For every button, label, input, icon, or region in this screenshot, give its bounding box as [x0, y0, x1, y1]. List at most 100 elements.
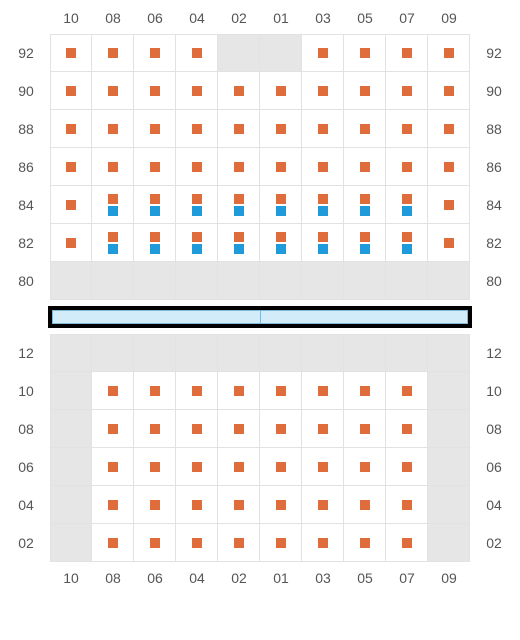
seat[interactable] — [260, 486, 302, 524]
seat[interactable] — [386, 34, 428, 72]
seat[interactable] — [218, 372, 260, 410]
seat[interactable] — [428, 224, 470, 262]
seat[interactable] — [344, 186, 386, 224]
seat[interactable] — [344, 372, 386, 410]
seat[interactable] — [302, 524, 344, 562]
seat[interactable] — [176, 224, 218, 262]
seat[interactable] — [302, 148, 344, 186]
seat[interactable] — [134, 224, 176, 262]
seat[interactable] — [176, 486, 218, 524]
seat[interactable] — [344, 110, 386, 148]
seat[interactable] — [260, 410, 302, 448]
seat[interactable] — [302, 372, 344, 410]
seat[interactable] — [218, 148, 260, 186]
seat[interactable] — [344, 34, 386, 72]
seat[interactable] — [386, 110, 428, 148]
seat[interactable] — [260, 110, 302, 148]
seat[interactable] — [134, 372, 176, 410]
seat[interactable] — [386, 372, 428, 410]
seat[interactable] — [302, 34, 344, 72]
seat[interactable] — [50, 186, 92, 224]
seat[interactable] — [50, 72, 92, 110]
seat[interactable] — [218, 186, 260, 224]
seat[interactable] — [344, 524, 386, 562]
seat[interactable] — [176, 524, 218, 562]
seat[interactable] — [92, 110, 134, 148]
seat[interactable] — [344, 410, 386, 448]
seat[interactable] — [50, 110, 92, 148]
seat[interactable] — [302, 186, 344, 224]
seat[interactable] — [218, 486, 260, 524]
seat[interactable] — [302, 224, 344, 262]
seat[interactable] — [218, 524, 260, 562]
seat[interactable] — [176, 148, 218, 186]
seat[interactable] — [218, 448, 260, 486]
seat[interactable] — [134, 34, 176, 72]
seat[interactable] — [344, 72, 386, 110]
seat[interactable] — [50, 224, 92, 262]
seat[interactable] — [218, 224, 260, 262]
seat[interactable] — [428, 110, 470, 148]
seat[interactable] — [134, 186, 176, 224]
seat[interactable] — [386, 448, 428, 486]
marker-orange-icon — [402, 124, 412, 134]
seat[interactable] — [134, 524, 176, 562]
seat[interactable] — [302, 410, 344, 448]
seat[interactable] — [386, 524, 428, 562]
seat[interactable] — [176, 34, 218, 72]
seat[interactable] — [134, 72, 176, 110]
seat[interactable] — [386, 72, 428, 110]
seat[interactable] — [134, 410, 176, 448]
seat[interactable] — [302, 486, 344, 524]
seat[interactable] — [176, 410, 218, 448]
seat[interactable] — [176, 186, 218, 224]
seat[interactable] — [428, 72, 470, 110]
seat[interactable] — [134, 110, 176, 148]
seat[interactable] — [302, 448, 344, 486]
seat[interactable] — [92, 372, 134, 410]
seat[interactable] — [176, 448, 218, 486]
seat[interactable] — [218, 72, 260, 110]
seat[interactable] — [428, 34, 470, 72]
seat[interactable] — [386, 410, 428, 448]
seat[interactable] — [428, 186, 470, 224]
marker-blue-icon — [108, 244, 118, 254]
seat[interactable] — [344, 224, 386, 262]
seat[interactable] — [386, 224, 428, 262]
seat[interactable] — [428, 148, 470, 186]
seat[interactable] — [260, 148, 302, 186]
seat[interactable] — [260, 524, 302, 562]
seat[interactable] — [176, 110, 218, 148]
seat[interactable] — [92, 524, 134, 562]
seat[interactable] — [50, 148, 92, 186]
seat[interactable] — [260, 224, 302, 262]
seat[interactable] — [218, 410, 260, 448]
seat[interactable] — [134, 148, 176, 186]
seat[interactable] — [176, 72, 218, 110]
seat[interactable] — [302, 110, 344, 148]
seat[interactable] — [218, 110, 260, 148]
seat[interactable] — [92, 410, 134, 448]
seat[interactable] — [260, 372, 302, 410]
seat[interactable] — [92, 448, 134, 486]
seat[interactable] — [344, 448, 386, 486]
seat[interactable] — [92, 72, 134, 110]
seat[interactable] — [386, 186, 428, 224]
seat[interactable] — [260, 448, 302, 486]
seat[interactable] — [134, 486, 176, 524]
seat[interactable] — [344, 486, 386, 524]
seat[interactable] — [92, 34, 134, 72]
seat[interactable] — [386, 486, 428, 524]
seat[interactable] — [176, 372, 218, 410]
seat[interactable] — [92, 148, 134, 186]
seat[interactable] — [92, 486, 134, 524]
seat[interactable] — [92, 224, 134, 262]
seat[interactable] — [134, 448, 176, 486]
seat[interactable] — [92, 186, 134, 224]
seat[interactable] — [260, 186, 302, 224]
seat[interactable] — [260, 72, 302, 110]
seat[interactable] — [344, 148, 386, 186]
seat[interactable] — [50, 34, 92, 72]
seat[interactable] — [302, 72, 344, 110]
seat[interactable] — [386, 148, 428, 186]
